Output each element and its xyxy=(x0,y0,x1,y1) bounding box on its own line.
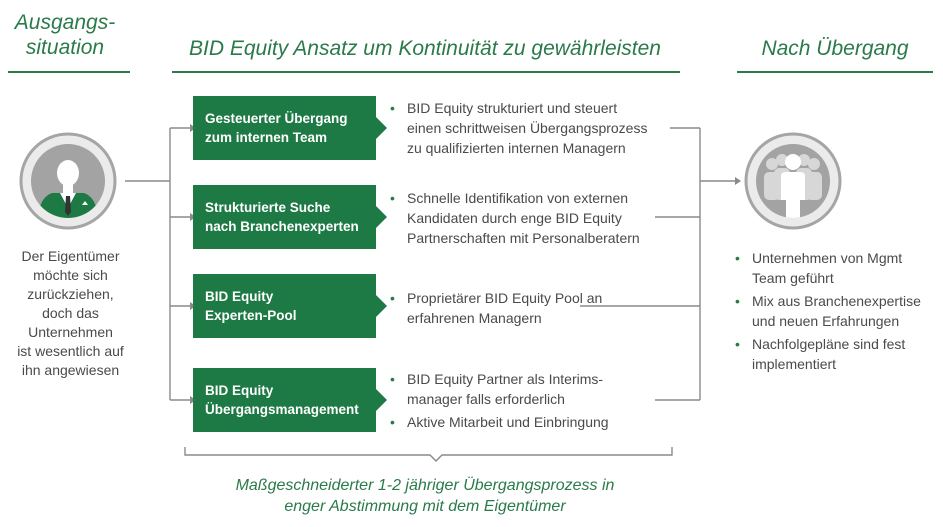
bullet-item: Aktive Mitarbeit und Einbringung xyxy=(390,412,675,432)
outcome-item: Unternehmen von Mgmt Team geführt xyxy=(735,248,940,288)
step-label: Strukturierte Suche nach Branchenexperte… xyxy=(205,198,359,236)
step-box-internal-team: Gesteuerter Übergang zum internen Team xyxy=(193,96,376,160)
step-bullets-1: BID Equity strukturiert und steuert eine… xyxy=(390,98,675,158)
bullet-item: Schnelle Identifikation von externen Kan… xyxy=(390,188,675,248)
bullet-item: BID Equity strukturiert und steuert eine… xyxy=(390,98,675,158)
outcome-item: Mix aus Branchenexpertise und neuen Erfa… xyxy=(735,291,940,331)
step-box-expert-pool: BID Equity Experten-Pool xyxy=(193,274,376,338)
step-box-industry-experts: Strukturierte Suche nach Branchenexperte… xyxy=(193,185,376,249)
footer-brace xyxy=(185,447,672,461)
step-label: Gesteuerter Übergang zum internen Team xyxy=(205,109,348,147)
step-bullets-2: Schnelle Identifikation von externen Kan… xyxy=(390,188,675,248)
bullet-item: Proprietärer BID Equity Pool an erfahren… xyxy=(390,288,675,328)
outcome-bullets: Unternehmen von Mgmt Team geführt Mix au… xyxy=(735,248,940,374)
footer-caption: Maßgeschneiderter 1-2 jähriger Übergangs… xyxy=(180,475,670,517)
businessman-icon xyxy=(21,134,115,228)
step-bullets-4: BID Equity Partner als Interims- manager… xyxy=(390,369,675,432)
bullet-item: BID Equity Partner als Interims- manager… xyxy=(390,369,675,409)
step-label: BID Equity Experten-Pool xyxy=(205,287,297,325)
team-icon xyxy=(746,134,840,228)
outcome-item: Nachfolgepläne sind fest implementiert xyxy=(735,334,940,374)
step-box-transition-management: BID Equity Übergangsmanagement xyxy=(193,368,376,432)
step-bullets-3: Proprietärer BID Equity Pool an erfahren… xyxy=(390,288,675,328)
step-label: BID Equity Übergangsmanagement xyxy=(205,381,359,419)
owner-situation-text: Der Eigentümer möchte sich zurückziehen,… xyxy=(14,247,127,380)
